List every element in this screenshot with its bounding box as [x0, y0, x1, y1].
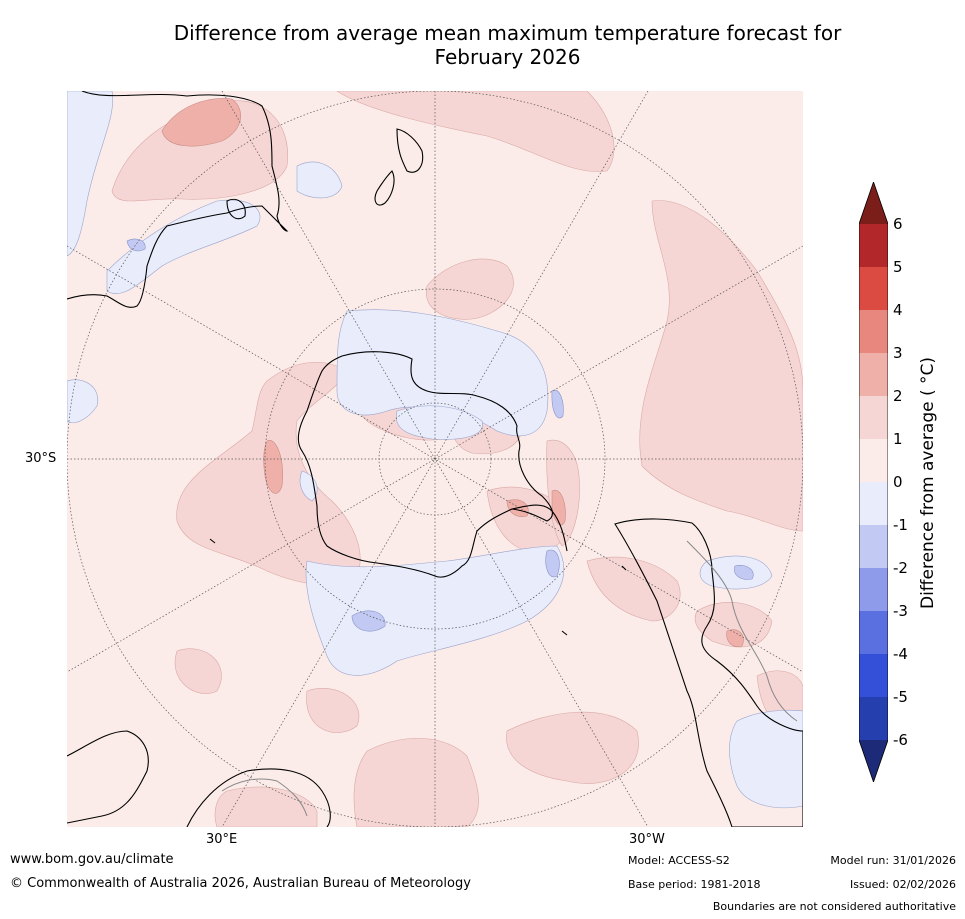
footer-issued: Issued: 02/02/2026: [849, 878, 956, 891]
polar-map-svg: [67, 91, 803, 827]
graticule-45s: [264, 288, 606, 630]
colorbar-tick-neg4: -4: [893, 645, 908, 663]
map-title: Difference from average mean maximum tem…: [60, 21, 955, 69]
colorbar-segment-5-6: [859, 224, 888, 267]
coastline-madagascar: [226, 198, 246, 220]
coastline-new-zealand-north: [396, 128, 424, 173]
coastlines: [67, 91, 803, 827]
colorbar-tick-2: 2: [893, 387, 903, 405]
colorbar-segment-neg3-neg2: [859, 568, 888, 611]
coastline-islands: [209, 538, 627, 636]
footer-copyright: © Commonwealth of Australia 2026, Austra…: [10, 876, 471, 891]
colorbar-segment-2-3: [859, 353, 888, 396]
footer-base-period: Base period: 1981-2018: [628, 878, 761, 891]
colorbar-tick-5: 5: [893, 258, 903, 276]
footer-model-run: Model run: 31/01/2026: [830, 854, 956, 867]
anomaly-field-neg2-neg1: [126, 238, 754, 632]
coastline-new-zealand-south: [374, 170, 395, 206]
footer-model: Model: ACCESS-S2: [628, 854, 730, 867]
colorbar-segment-1-2: [859, 396, 888, 439]
footer-url[interactable]: www.bom.gov.au/climate: [10, 852, 174, 867]
colorbar-segment-neg1-0: [859, 482, 888, 525]
map-title-line-2: February 2026: [434, 45, 581, 69]
polar-map: [67, 91, 803, 827]
colorbar-tick-0: 0: [893, 473, 903, 491]
coastline-south-america: [614, 518, 803, 827]
colorbar-tick-1: 1: [893, 430, 903, 448]
coastline-australia: [67, 730, 149, 824]
colorbar-segment-over: [859, 182, 888, 224]
colorbar-segment-under: [859, 740, 888, 782]
colorbar-tick-3: 3: [893, 344, 903, 362]
colorbar-segment-neg5-neg4: [859, 654, 888, 697]
footer-disclaimer: Boundaries are not considered authoritat…: [712, 900, 956, 913]
colorbar-segment-0-1: [859, 439, 888, 482]
colorbar-title: Difference from average ( °C): [918, 356, 938, 610]
colorbar-segment-neg4-neg3: [859, 611, 888, 654]
colorbar-segment-neg6-neg5: [859, 697, 888, 740]
colorbar: [858, 180, 889, 784]
colorbar-tick-6: 6: [893, 215, 903, 233]
lon-label-30w: 30°W: [629, 832, 665, 847]
colorbar-svg: [858, 180, 889, 784]
coastline-antarctica: [297, 351, 553, 578]
anomaly-field-neg1-0: [67, 91, 803, 809]
coastline-antarctic-peninsula: [511, 504, 568, 552]
map-title-line-1: Difference from average mean maximum tem…: [173, 21, 842, 45]
graticule: [67, 91, 803, 827]
colorbar-tick-neg2: -2: [893, 559, 908, 577]
colorbar-segment-4-5: [859, 267, 888, 310]
colorbar-tick-neg5: -5: [893, 688, 908, 706]
colorbar-segment-neg2-neg1: [859, 525, 888, 568]
coastline-australia-east: [186, 768, 331, 827]
anomaly-field-2-3: [161, 98, 744, 647]
colorbar-segment-3-4: [859, 310, 888, 353]
lat-label-30s: 30°S: [25, 451, 57, 466]
coastline-africa: [67, 91, 289, 308]
colorbar-tick-neg3: -3: [893, 602, 908, 620]
colorbar-tick-neg6: -6: [893, 731, 908, 749]
lon-label-30e: 30°E: [206, 832, 238, 847]
boundary-south-america: [686, 540, 798, 722]
boundary-australia: [221, 778, 308, 817]
colorbar-tick-4: 4: [893, 301, 903, 319]
political-boundaries: [221, 540, 798, 817]
colorbar-tick-neg1: -1: [893, 516, 908, 534]
